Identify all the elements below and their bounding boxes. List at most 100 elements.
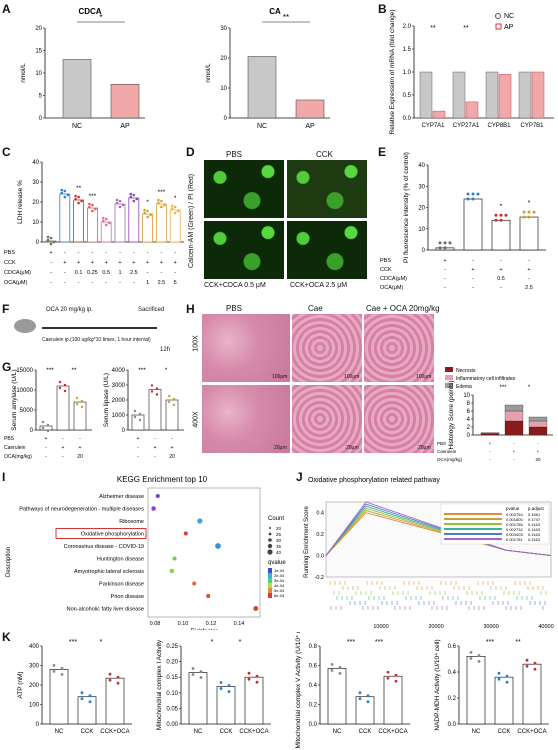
panel-e-point: [494, 213, 498, 217]
panel-i-dot: [169, 568, 175, 574]
panel-i-q-swatch: [268, 588, 272, 593]
panel-i-dot: [215, 543, 221, 549]
panel-a-y-tick-label: 20: [220, 56, 227, 62]
panel-k-point: [533, 667, 537, 671]
panel-j-gsea: Oxidative phosphorylation related pathwa…: [304, 477, 554, 630]
panel-g-point: [172, 397, 176, 401]
panel-k-bar: [327, 668, 347, 725]
panel-i-q-label: 4e-04: [274, 583, 285, 588]
panel-e-sig: *: [500, 203, 503, 210]
panel-e-row-value: +: [443, 258, 446, 264]
panel-k-point: [394, 679, 398, 683]
panel-a-sig: *: [99, 13, 102, 22]
panel-c-row-value: 5: [174, 280, 177, 286]
panel-g-row-value: 20: [169, 454, 175, 460]
panel-c-row-value: +: [146, 260, 149, 266]
panel-g-point: [80, 405, 84, 409]
panel-e-row-value: -: [528, 276, 530, 282]
panel-j-table-cell: 0.1561: [528, 512, 541, 517]
panel-h-row-100x: 100X: [192, 335, 200, 352]
panel-i-term: Parkinson disease: [99, 582, 144, 588]
panel-k-y-tick-label: 0.25: [166, 644, 178, 650]
panel-h-row-value: -: [489, 457, 491, 462]
panel-g-point: [58, 386, 62, 390]
panel-label-j: J: [296, 470, 303, 484]
panel-i-q-label: 6e-04: [274, 593, 285, 598]
panel-k-y-label: NADP-MDH Activity (U/10⁴ cell): [434, 639, 441, 730]
panel-a-x-label: NC: [72, 123, 82, 130]
panel-k-y-tick-label: 100: [29, 703, 40, 709]
panel-k-sig: ***: [69, 639, 77, 646]
panel-a-y-tick-label: 10: [35, 71, 42, 77]
panel-e-y-label: PI fluorescence intensity (% of control): [403, 152, 410, 263]
panel-c-row-value: 1: [146, 280, 149, 286]
panel-c-row-value: +: [118, 260, 121, 266]
panel-k-point: [108, 672, 112, 676]
panel-j-table-swatch: [444, 533, 502, 535]
scale-bar-5: 20μm: [346, 445, 359, 451]
panel-c-point: [52, 240, 56, 244]
panel-k-y-tick-label: 0.2: [448, 696, 457, 702]
panel-j-title: Oxidative phosphorylation related pathwa…: [308, 477, 440, 484]
panel-k-point: [191, 673, 195, 676]
panel-k-bar: [105, 677, 125, 725]
panel-i-q-swatch: [268, 578, 272, 583]
panel-g-row-value: -: [62, 454, 64, 460]
panel-g-point: [46, 429, 50, 433]
panel-g-y-tick-label: 3000: [112, 383, 126, 389]
panel-g-bar: [56, 385, 70, 431]
panel-k-y-tick-label: 0.00: [166, 722, 178, 728]
panel-g-y-tick-label: 4000: [112, 368, 126, 374]
panel-k-point: [477, 654, 481, 657]
panel-c-row-value: -: [133, 250, 135, 256]
panel-h-col-cae: Cae: [308, 304, 323, 313]
panel-a-y-tick-label: 30: [220, 26, 227, 32]
panel-c-point: [160, 199, 163, 203]
panel-e-point: [438, 246, 442, 250]
histology-pbs-100x: [202, 314, 290, 382]
panel-k-point: [497, 677, 501, 681]
panel-c-sig: *: [146, 199, 149, 206]
panel-i-count-dot: [267, 549, 273, 555]
panel-c-row-value: -: [105, 250, 107, 256]
panel-j-curve: [325, 501, 552, 557]
panel-k-point: [338, 672, 342, 675]
panel-c-point: [143, 208, 146, 212]
panel-k-y-tick-label: 0.4: [309, 683, 318, 689]
panel-k-sig: *: [239, 639, 242, 646]
panel-k-point: [255, 680, 259, 684]
panel-c-point: [129, 195, 133, 199]
micrograph-pbs: [204, 160, 284, 218]
panel-g-row-value: +: [45, 436, 48, 442]
panel-c-point: [146, 209, 149, 213]
panel-j-x-tick: 20000: [428, 624, 443, 630]
panel-g-y-tick-label: 0: [122, 428, 126, 434]
panel-c-sig: ***: [89, 193, 97, 200]
panel-g-row-value: -: [154, 436, 156, 442]
panel-c-point: [60, 188, 64, 192]
panel-k-y-tick-label: 0.8: [309, 644, 318, 650]
panel-b-x-label: CYP8B1: [487, 123, 511, 129]
panel-c-point: [46, 235, 50, 239]
panel-g-point: [150, 384, 154, 387]
panel-e-point: [443, 246, 447, 250]
panel-e-row-value: -: [500, 285, 502, 291]
panel-i-count-label: 20: [276, 526, 282, 531]
panel-k-y-tick-label: 200: [29, 683, 40, 689]
panel-j-y-label: Running Enrichment Score: [304, 505, 310, 577]
scale-bar-4: 20μm: [274, 445, 287, 451]
panel-g-y-label: Serum lipase (U/L): [103, 373, 110, 427]
panel-j-table-head: pvalue: [506, 506, 520, 511]
panel-h-y-tick-label: 6: [467, 409, 471, 415]
panel-j-y-tick: -0.2: [315, 575, 324, 581]
panel-k-point: [366, 700, 370, 704]
panel-e-bar: [463, 198, 483, 251]
panel-k-bar: [494, 676, 514, 725]
panel-e-row-value: -: [444, 285, 446, 291]
panel-c-row-value: +: [174, 260, 177, 266]
panel-e-point: [499, 218, 503, 222]
panel-i-dotplot: KEGG Enrichment top 10 Alzheimer disease P…: [6, 475, 286, 630]
panel-c-y-tick-label: 30: [32, 180, 39, 186]
panel-c-point: [60, 191, 64, 195]
